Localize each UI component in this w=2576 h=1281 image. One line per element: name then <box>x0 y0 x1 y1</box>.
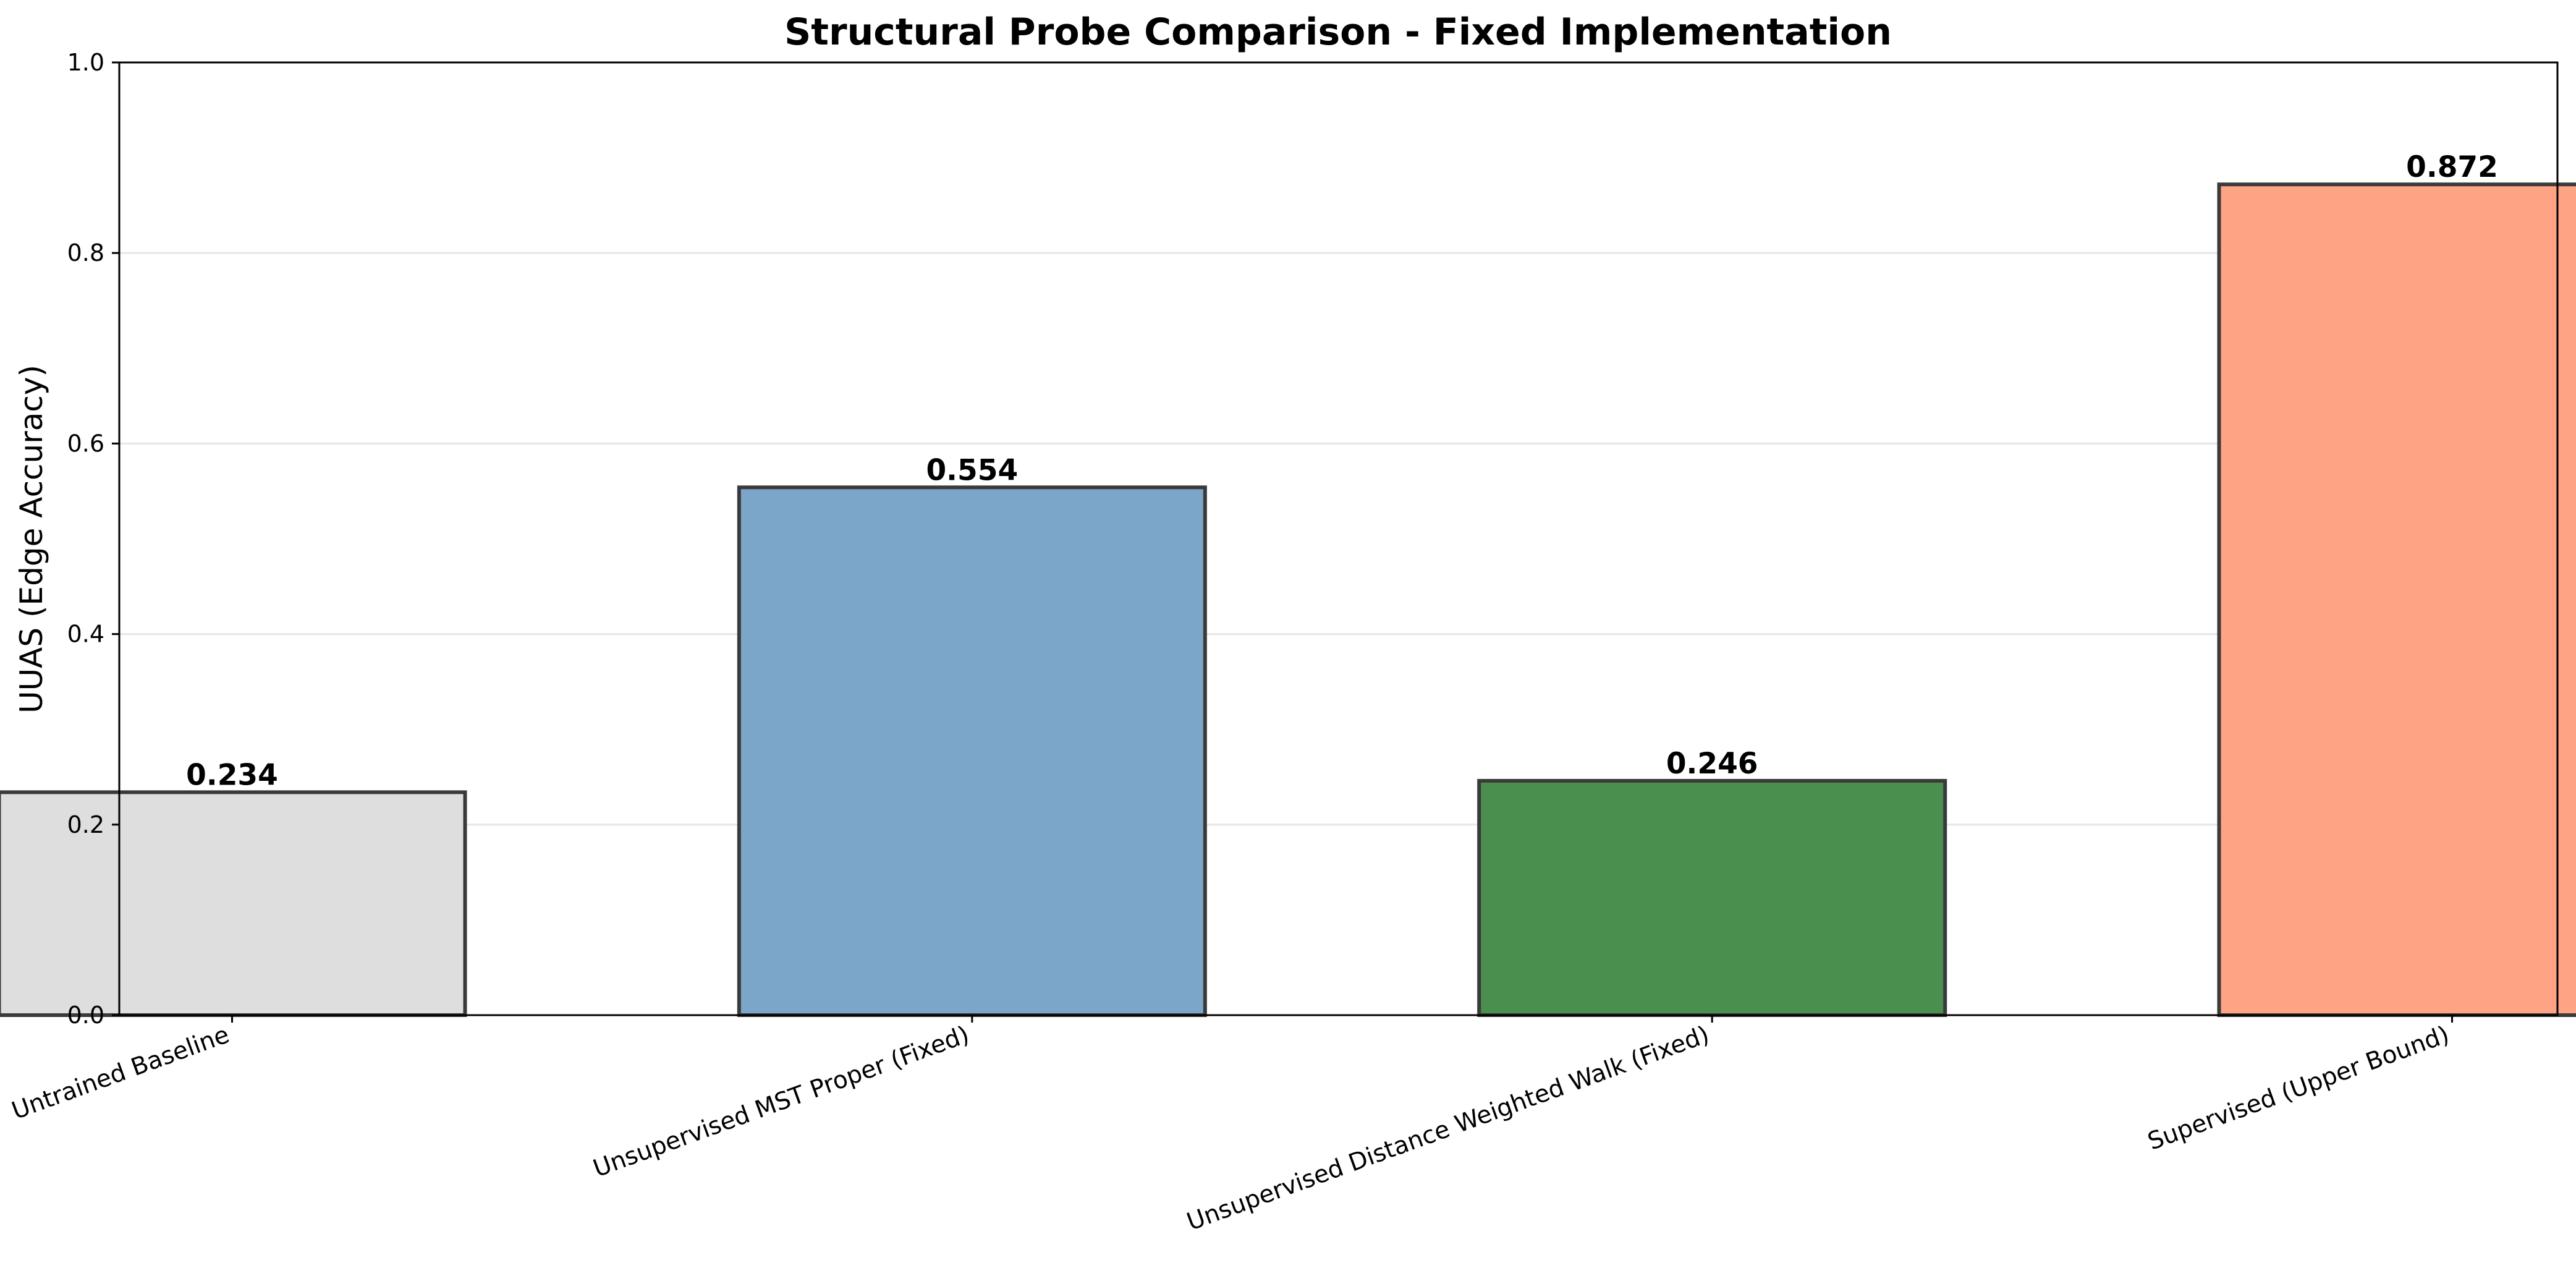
data-label: 0.554 <box>926 453 1018 487</box>
y-tick-label: 0.2 <box>67 811 104 838</box>
bar <box>1479 781 1945 1015</box>
y-tick-label: 0.0 <box>67 1002 104 1029</box>
data-label: 0.234 <box>186 758 278 792</box>
chart-title: Structural Probe Comparison - Fixed Impl… <box>784 11 1892 54</box>
data-label: 0.872 <box>2406 150 2498 184</box>
bar <box>2219 184 2576 1015</box>
bar <box>739 487 1205 1015</box>
y-tick-label: 0.8 <box>67 239 104 266</box>
y-tick-label: 1.0 <box>67 49 104 76</box>
y-tick-label: 0.6 <box>67 430 104 457</box>
y-axis-label: UUAS (Edge Accuracy) <box>14 365 49 713</box>
data-label: 0.246 <box>1666 747 1758 781</box>
y-tick-label: 0.4 <box>67 621 104 648</box>
